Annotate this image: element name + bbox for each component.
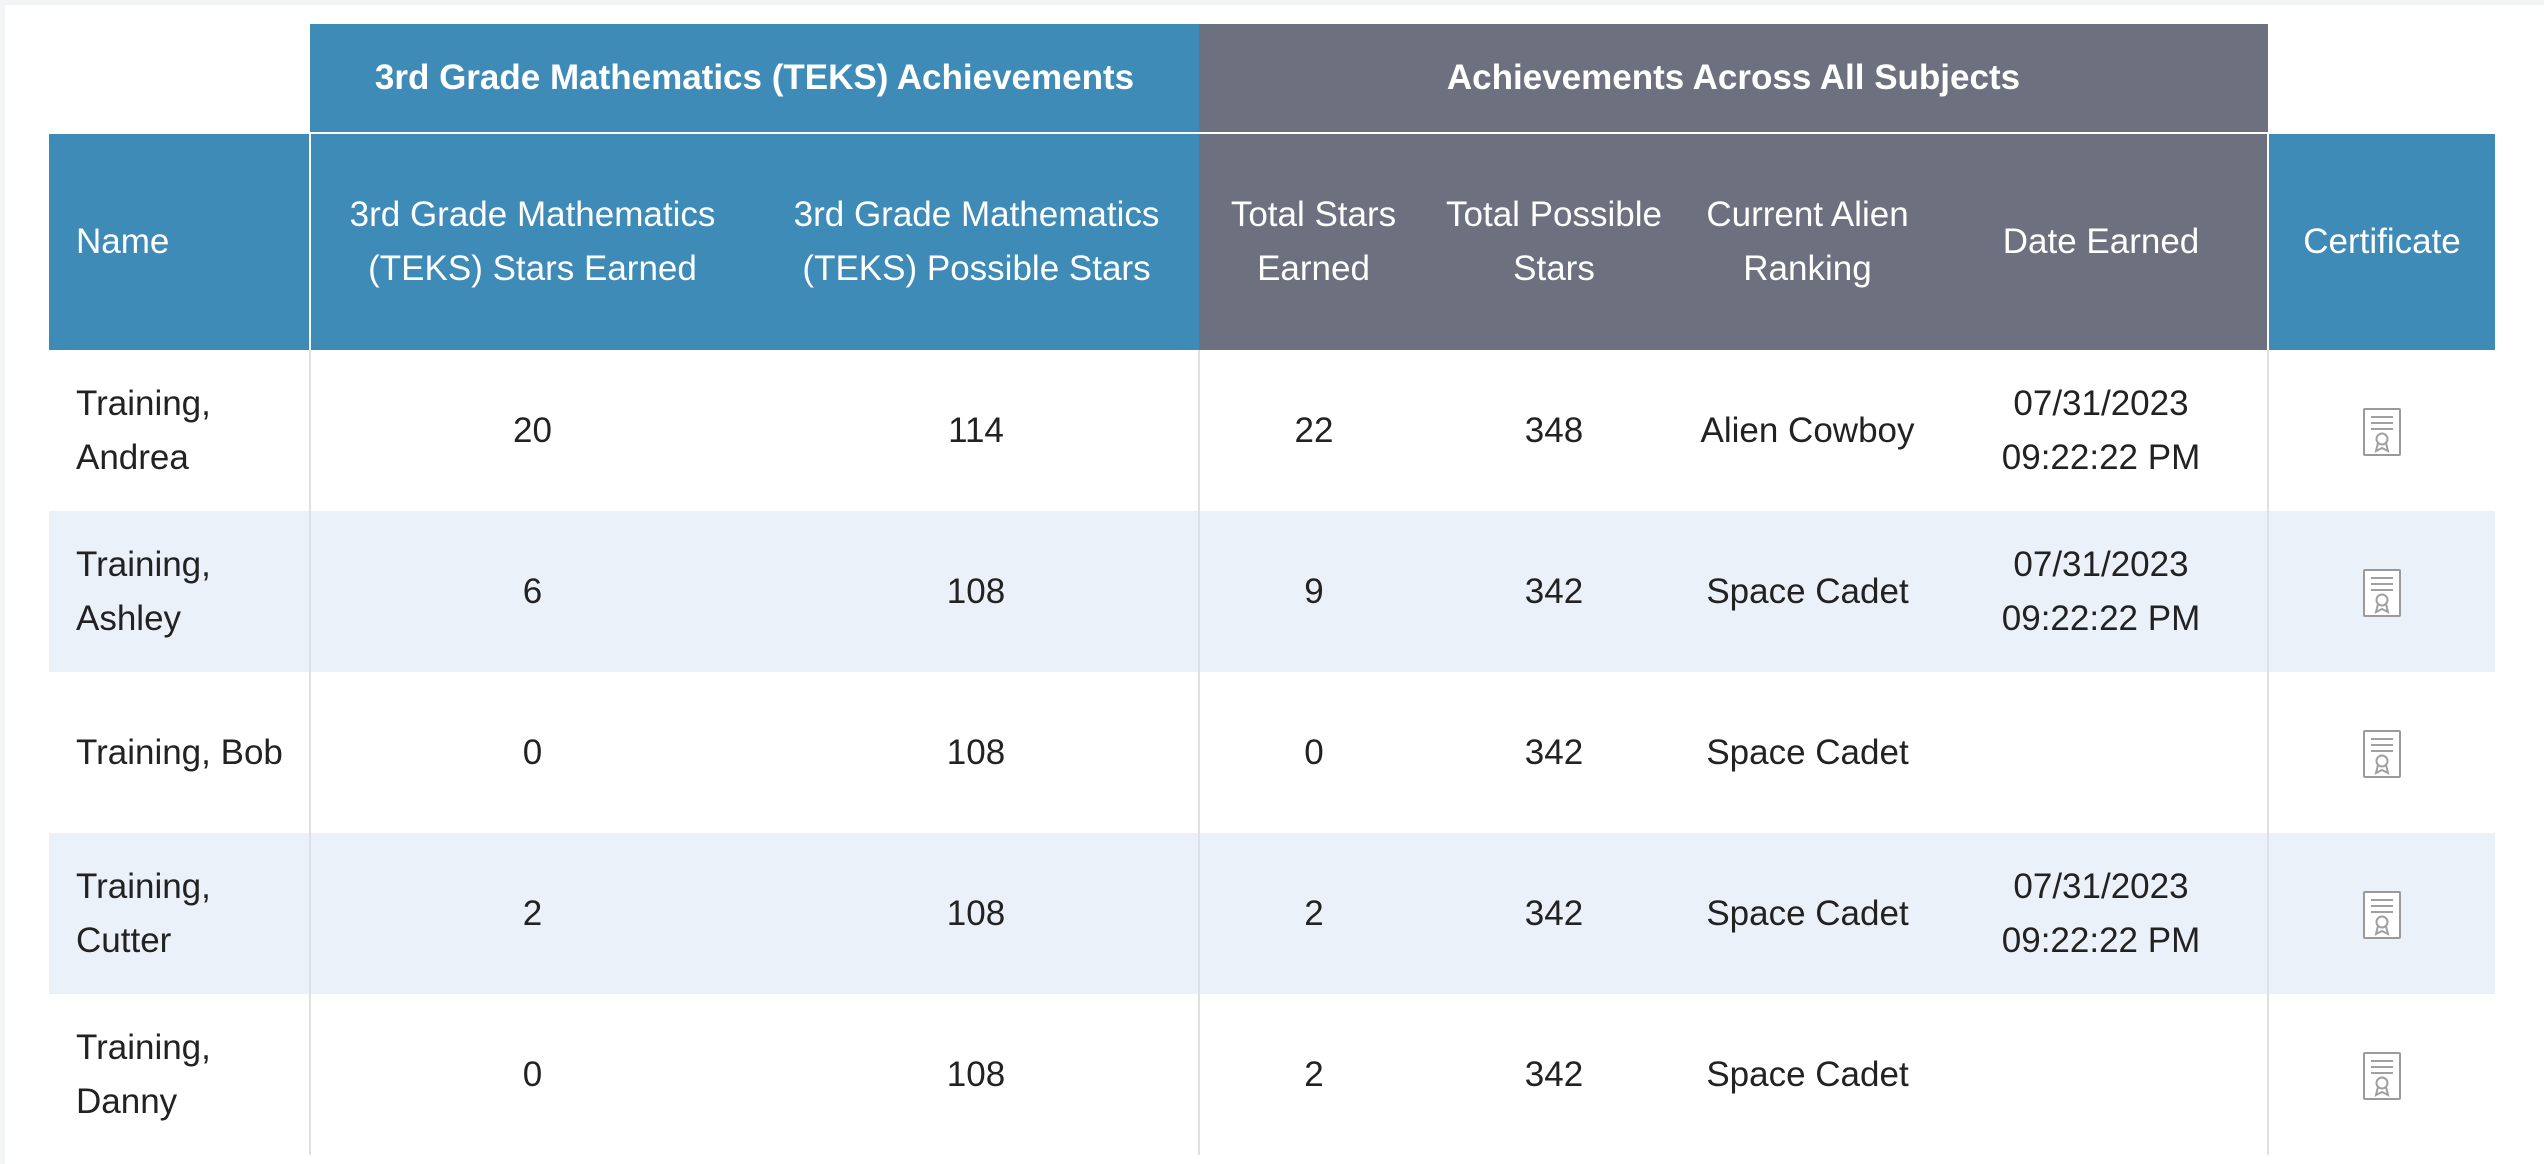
certificate-icon[interactable]: [2363, 891, 2401, 940]
group-header-spacer: [2268, 24, 2495, 133]
certificate-cell: [2267, 350, 2495, 511]
certificate-cell: [2267, 994, 2495, 1155]
teks-stars-earned: 0: [309, 994, 754, 1155]
column-header-current-alien-ranking[interactable]: Current Alien Ranking: [1680, 132, 1935, 350]
certificate-cell: [2267, 511, 2495, 672]
column-header-row: Name 3rd Grade Mathematics (TEKS) Stars …: [49, 132, 2495, 350]
date-earned: 07/31/2023 09:22:22 PM: [1935, 833, 2268, 994]
total-stars-earned: 9: [1198, 511, 1428, 672]
certificate-icon[interactable]: [2363, 1052, 2401, 1101]
certificate-cell: [2267, 833, 2495, 994]
teks-possible-stars: 108: [754, 833, 1199, 994]
certificate-icon[interactable]: [2363, 569, 2401, 618]
group-header-all-subjects: Achievements Across All Subjects: [1199, 24, 2268, 133]
current-alien-ranking: Space Cadet: [1680, 672, 1935, 833]
column-header-teks-possible-stars[interactable]: 3rd Grade Mathematics (TEKS) Possible St…: [754, 132, 1199, 350]
total-stars-earned: 2: [1198, 994, 1428, 1155]
student-name: Training, Ashley: [49, 511, 310, 672]
student-name: Training, Danny: [49, 994, 310, 1155]
total-possible-stars: 342: [1428, 994, 1680, 1155]
student-name: Training, Bob: [49, 672, 310, 833]
date-earned: 07/31/2023 09:22:22 PM: [1935, 350, 2268, 511]
total-possible-stars: 342: [1428, 833, 1680, 994]
group-header-spacer: [49, 24, 310, 133]
achievements-page: 3rd Grade Mathematics (TEKS) Achievement…: [5, 5, 2544, 1164]
column-header-name[interactable]: Name: [49, 132, 310, 350]
teks-possible-stars: 114: [754, 350, 1199, 511]
teks-possible-stars: 108: [754, 994, 1199, 1155]
group-header-teks: 3rd Grade Mathematics (TEKS) Achievement…: [310, 24, 1199, 133]
total-possible-stars: 348: [1428, 350, 1680, 511]
total-stars-earned: 22: [1198, 350, 1428, 511]
group-header-row: 3rd Grade Mathematics (TEKS) Achievement…: [49, 24, 2495, 133]
total-stars-earned: 2: [1198, 833, 1428, 994]
date-earned: 07/31/2023 09:22:22 PM: [1935, 511, 2268, 672]
teks-stars-earned: 0: [309, 672, 754, 833]
table-row: Training, Andrea 20 114 22 348 Alien Cow…: [49, 350, 2495, 511]
current-alien-ranking: Alien Cowboy: [1680, 350, 1935, 511]
teks-possible-stars: 108: [754, 511, 1199, 672]
certificate-cell: [2267, 672, 2495, 833]
total-stars-earned: 0: [1198, 672, 1428, 833]
date-earned: [1935, 672, 2268, 833]
table-row: Training, Bob 0 108 0 342 Space Cadet: [49, 672, 2495, 833]
achievements-table: 3rd Grade Mathematics (TEKS) Achievement…: [49, 24, 2495, 1155]
student-name: Training, Cutter: [49, 833, 310, 994]
current-alien-ranking: Space Cadet: [1680, 833, 1935, 994]
teks-stars-earned: 6: [309, 511, 754, 672]
date-earned: [1935, 994, 2268, 1155]
teks-possible-stars: 108: [754, 672, 1199, 833]
table-row: Training, Cutter 2 108 2 342 Space Cadet…: [49, 833, 2495, 994]
teks-stars-earned: 2: [309, 833, 754, 994]
total-possible-stars: 342: [1428, 511, 1680, 672]
certificate-icon[interactable]: [2363, 408, 2401, 457]
total-possible-stars: 342: [1428, 672, 1680, 833]
column-header-total-possible-stars[interactable]: Total Possible Stars: [1428, 132, 1680, 350]
current-alien-ranking: Space Cadet: [1680, 511, 1935, 672]
student-name: Training, Andrea: [49, 350, 310, 511]
table-row: Training, Danny 0 108 2 342 Space Cadet: [49, 994, 2495, 1155]
table-row: Training, Ashley 6 108 9 342 Space Cadet…: [49, 511, 2495, 672]
column-header-certificate[interactable]: Certificate: [2267, 132, 2495, 350]
current-alien-ranking: Space Cadet: [1680, 994, 1935, 1155]
teks-stars-earned: 20: [309, 350, 754, 511]
certificate-icon[interactable]: [2363, 730, 2401, 779]
column-header-total-stars-earned[interactable]: Total Stars Earned: [1199, 132, 1428, 350]
column-header-date-earned[interactable]: Date Earned: [1935, 132, 2268, 350]
column-header-teks-stars-earned[interactable]: 3rd Grade Mathematics (TEKS) Stars Earne…: [309, 132, 754, 350]
